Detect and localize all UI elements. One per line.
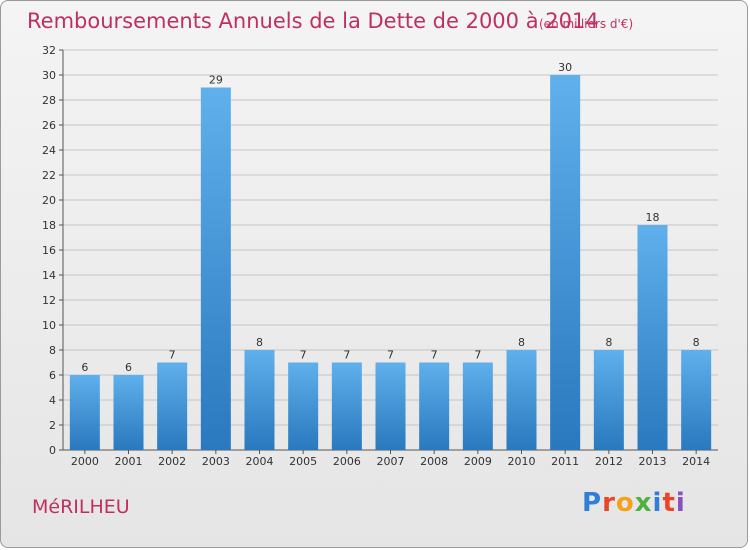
y-tick-label: 28 <box>42 94 56 107</box>
x-tick-label: 2005 <box>289 455 317 468</box>
y-tick-label: 2 <box>49 419 56 432</box>
bar <box>331 362 362 450</box>
data-label: 7 <box>431 349 438 362</box>
data-label: 7 <box>387 349 394 362</box>
bar <box>506 350 537 450</box>
y-tick-label: 24 <box>42 144 56 157</box>
x-tick-label: 2007 <box>377 455 405 468</box>
x-tick-label: 2004 <box>246 455 274 468</box>
y-tick-label: 16 <box>42 244 56 257</box>
x-tick-label: 2008 <box>420 455 448 468</box>
x-tick-label: 2009 <box>464 455 492 468</box>
bar <box>462 362 493 450</box>
y-tick-label: 20 <box>42 194 56 207</box>
bar <box>113 375 144 450</box>
proxiti-logo: Proxiti <box>582 488 686 518</box>
y-tick-label: 0 <box>49 444 56 457</box>
logo-letter: t <box>662 488 676 518</box>
data-label: 18 <box>646 211 660 224</box>
y-tick-label: 22 <box>42 169 56 182</box>
y-tick-label: 18 <box>42 219 56 232</box>
data-label: 6 <box>81 361 88 374</box>
bar <box>419 362 450 450</box>
y-tick-label: 26 <box>42 119 56 132</box>
y-tick-label: 8 <box>49 344 56 357</box>
y-tick-label: 12 <box>42 294 56 307</box>
x-tick-label: 2006 <box>333 455 361 468</box>
bar <box>550 75 581 450</box>
x-tick-label: 2013 <box>639 455 667 468</box>
y-tick-label: 6 <box>49 369 56 382</box>
bar <box>681 350 712 450</box>
data-label: 7 <box>169 349 176 362</box>
chart-title: Remboursements Annuels de la Dette de 20… <box>27 9 599 33</box>
x-tick-label: 2000 <box>71 455 99 468</box>
data-label: 8 <box>518 336 525 349</box>
bar <box>69 375 100 450</box>
bar <box>157 362 188 450</box>
data-label: 29 <box>209 74 223 87</box>
y-tick-label: 30 <box>42 69 56 82</box>
bars <box>69 75 712 450</box>
bar <box>200 87 231 450</box>
data-label: 7 <box>474 349 481 362</box>
data-label: 6 <box>125 361 132 374</box>
logo-letter: o <box>615 488 635 518</box>
logo-letter: r <box>602 488 616 518</box>
data-label: 8 <box>693 336 700 349</box>
x-tick-label: 2003 <box>202 455 230 468</box>
x-tick-label: 2010 <box>508 455 536 468</box>
bar <box>288 362 319 450</box>
x-tick-label: 2011 <box>551 455 579 468</box>
data-label: 8 <box>605 336 612 349</box>
commune-name: MéRILHEU <box>32 496 130 518</box>
bar <box>593 350 624 450</box>
y-tick-label: 10 <box>42 319 56 332</box>
logo-letter: x <box>634 488 653 518</box>
y-tick-label: 14 <box>42 269 56 282</box>
labels: 0246810121416182022242628303262000620017… <box>42 44 710 468</box>
bar <box>637 225 668 450</box>
x-tick-label: 2014 <box>682 455 710 468</box>
logo-letter: P <box>582 488 603 518</box>
bar <box>375 362 406 450</box>
y-tick-label: 32 <box>42 44 56 57</box>
data-label: 7 <box>300 349 307 362</box>
data-label: 30 <box>558 61 572 74</box>
data-label: 7 <box>343 349 350 362</box>
bar <box>244 350 275 450</box>
x-tick-label: 2002 <box>158 455 186 468</box>
y-tick-label: 4 <box>49 394 56 407</box>
logo-letter: i <box>652 488 663 518</box>
logo-letter: i <box>675 488 686 518</box>
x-tick-label: 2012 <box>595 455 623 468</box>
data-label: 8 <box>256 336 263 349</box>
chart-subtitle: (en milliers d'€) <box>539 17 634 31</box>
x-tick-label: 2001 <box>115 455 143 468</box>
